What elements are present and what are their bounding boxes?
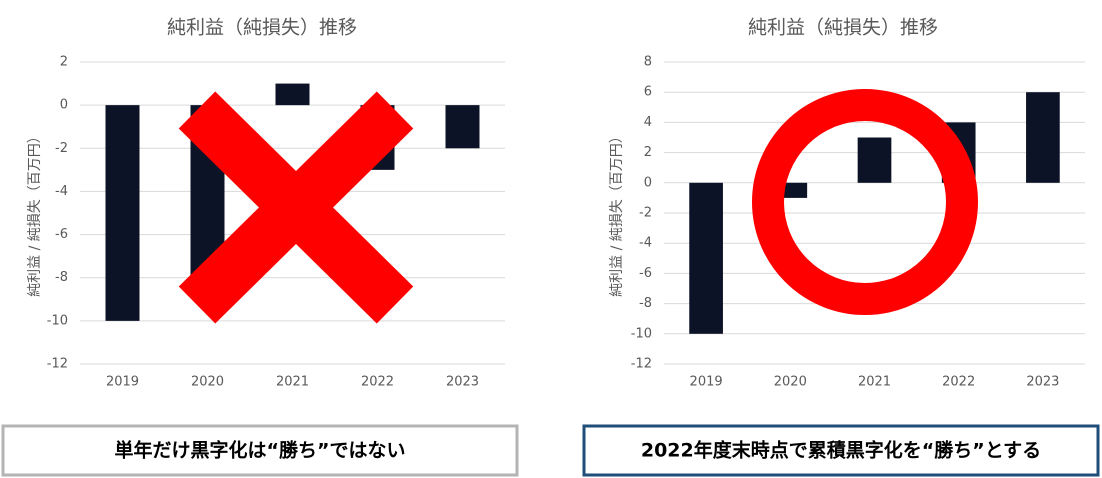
y-tick-label: 4: [644, 115, 652, 130]
y-tick-label: 6: [644, 85, 652, 100]
y-tick-label: -8: [639, 296, 652, 311]
caption: 2022年度末時点で累積黒字化を“勝ち”とする: [641, 439, 1041, 462]
bar: [105, 105, 140, 321]
x-tick-label: 2023: [446, 375, 479, 390]
y-tick-label: -10: [47, 313, 68, 328]
bar: [445, 105, 480, 149]
y-tick-label: 8: [644, 55, 652, 70]
y-tick-label: -4: [55, 184, 68, 199]
y-tick-label: -12: [631, 357, 652, 372]
x-tick-label: 2020: [774, 375, 807, 390]
y-tick-label: -4: [639, 236, 652, 251]
chart-title: 純利益（純損失）推移: [748, 17, 938, 39]
y-tick-label: -6: [55, 227, 68, 242]
overlays: [178, 89, 978, 324]
x-tick-label: 2019: [106, 375, 139, 390]
caption: 単年だけ黒字化は“勝ち”ではない: [115, 439, 406, 462]
caption-box: [582, 424, 1100, 477]
x-tick-label: 2022: [942, 375, 975, 390]
cross-mark: [178, 91, 414, 324]
x-tick-label: 2021: [858, 375, 891, 390]
chart-title: 純利益（純損失）推移: [167, 17, 357, 39]
y-tick-label: 2: [60, 55, 68, 70]
y-tick-label: -2: [55, 141, 68, 156]
y-tick-label: 0: [644, 175, 652, 190]
y-axis-label: 純利益 / 純損失（百万円）: [27, 129, 43, 297]
y-tick-label: -8: [55, 270, 68, 285]
bar: [689, 182, 723, 334]
bar: [1026, 92, 1060, 183]
x-tick-label: 2020: [191, 375, 224, 390]
y-tick-label: -12: [47, 357, 68, 372]
y-tick-label: -6: [639, 266, 652, 281]
y-tick-label: -2: [639, 206, 652, 221]
y-tick-label: 0: [60, 98, 68, 113]
x-tick-label: 2023: [1026, 375, 1059, 390]
caption-box: [1, 424, 519, 477]
bar: [857, 137, 892, 183]
x-tick-label: 2019: [690, 375, 723, 390]
x-tick-label: 2021: [276, 375, 309, 390]
y-tick-label: -10: [631, 326, 652, 341]
bar: [275, 83, 310, 106]
x-tick-label: 2022: [361, 375, 394, 390]
y-tick-label: 2: [644, 145, 652, 160]
circle-mark: [752, 89, 978, 315]
y-axis-label: 純利益 / 純損失（百万円）: [609, 129, 625, 297]
